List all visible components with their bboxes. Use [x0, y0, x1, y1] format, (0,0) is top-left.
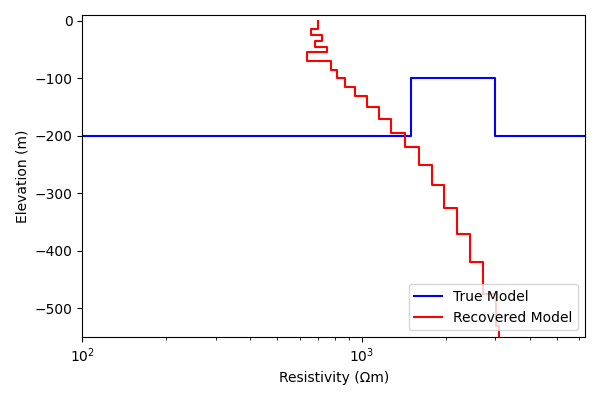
Y-axis label: Elevation (m): Elevation (m) — [15, 129, 29, 223]
True Model — [491, 76, 499, 81]
True Model — [407, 133, 415, 138]
Recovered Model — [467, 260, 474, 265]
Recovered Model — [495, 335, 502, 340]
Recovered Model — [428, 162, 435, 167]
True Model — [407, 76, 415, 81]
Legend: True Model, Recovered Model: True Model, Recovered Model — [409, 284, 578, 330]
X-axis label: Resistivity (Ωm): Resistivity (Ωm) — [278, 371, 389, 385]
Line: True Model: True Model — [82, 78, 585, 136]
True Model — [491, 133, 499, 138]
Recovered Model — [387, 130, 394, 135]
True Model — [79, 133, 86, 138]
Line: Recovered Model: Recovered Model — [307, 21, 499, 337]
Recovered Model — [315, 18, 322, 23]
Recovered Model — [308, 33, 315, 38]
True Model — [581, 133, 589, 138]
Recovered Model — [323, 50, 330, 55]
Recovered Model — [441, 205, 448, 210]
